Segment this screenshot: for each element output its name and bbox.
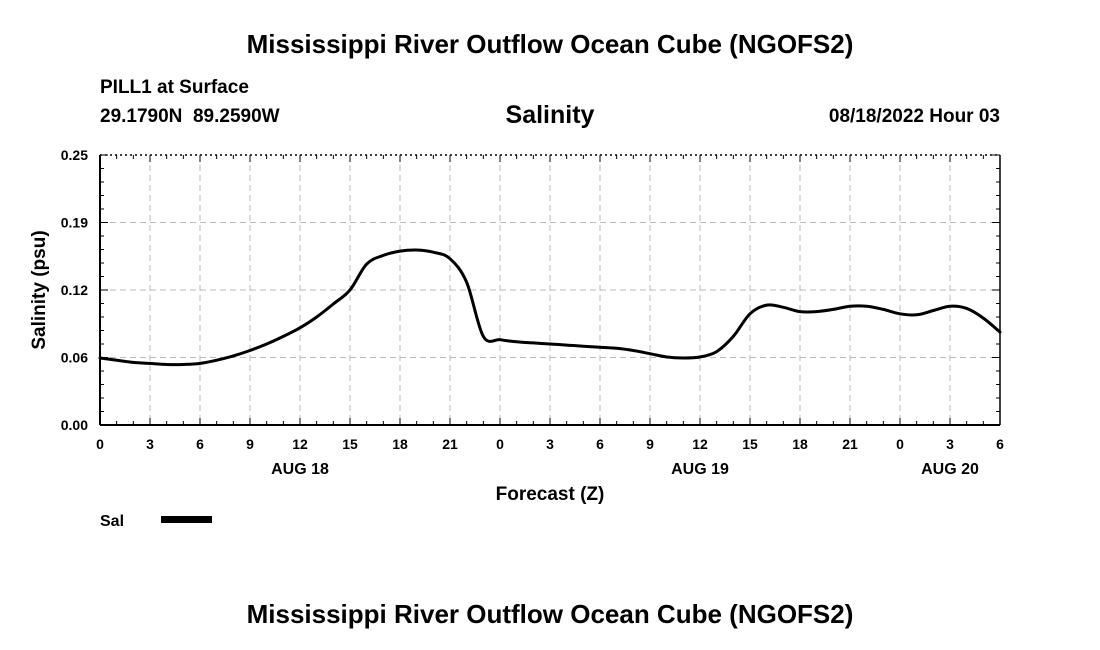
series-line-sal bbox=[98, 248, 1002, 367]
x-tick-label: 15 bbox=[342, 436, 358, 452]
legend-swatch bbox=[161, 516, 212, 523]
x-tick-label: 9 bbox=[246, 436, 254, 452]
datetime-label: 08/18/2022 Hour 03 bbox=[828, 106, 1000, 127]
x-tick-label: 3 bbox=[946, 436, 954, 452]
legend-label: Sal bbox=[100, 513, 124, 530]
salinity-chart: 0.00 0.06 0.12 0.19 0.25 0 3 6 9 12 15 18 21 0 3 6 9 12 15… bbox=[29, 147, 1004, 530]
y-tick-label: 0.19 bbox=[61, 215, 88, 231]
x-tick-label: 6 bbox=[996, 436, 1004, 452]
x-tick-label: 3 bbox=[546, 436, 554, 452]
x-tick-label: 12 bbox=[692, 436, 708, 452]
x-axis-label: Forecast (Z) bbox=[496, 484, 605, 505]
date-label: AUG 20 bbox=[921, 461, 979, 478]
date-label: AUG 19 bbox=[671, 461, 729, 478]
x-tick-label: 21 bbox=[842, 436, 858, 452]
x-tick-label: 15 bbox=[742, 436, 758, 452]
x-tick-label: 3 bbox=[146, 436, 154, 452]
main-title: Mississippi River Outflow Ocean Cube (NG… bbox=[246, 29, 854, 59]
x-tick-label: 18 bbox=[392, 436, 408, 452]
x-tick-label: 21 bbox=[442, 436, 458, 452]
x-tick-label: 18 bbox=[792, 436, 808, 452]
x-tick-label: 12 bbox=[292, 436, 308, 452]
x-tick-label: 0 bbox=[896, 436, 904, 452]
x-tick-label: 6 bbox=[196, 436, 204, 452]
chart-title: Salinity bbox=[505, 101, 595, 129]
y-axis-label: Salinity (psu) bbox=[29, 230, 50, 349]
y-tick-label: 0.06 bbox=[61, 350, 88, 366]
footer-title: Mississippi River Outflow Ocean Cube (NG… bbox=[246, 599, 854, 629]
tick-labels: 0.00 0.06 0.12 0.19 0.25 0 3 6 9 12 15 18 21 0 3 6 9 12 15… bbox=[61, 147, 1004, 478]
grid-lines bbox=[100, 155, 1000, 425]
y-tick-label: 0.00 bbox=[61, 417, 88, 433]
date-label: AUG 18 bbox=[271, 461, 329, 478]
y-tick-label: 0.12 bbox=[61, 282, 88, 298]
y-tick-label: 0.25 bbox=[61, 147, 88, 163]
x-tick-label: 0 bbox=[96, 436, 104, 452]
coordinates-label: 29.1790N 89.2590W bbox=[100, 106, 280, 127]
x-tick-label: 0 bbox=[496, 436, 504, 452]
x-tick-label: 6 bbox=[596, 436, 604, 452]
axes bbox=[99, 154, 1001, 426]
x-tick-label: 9 bbox=[646, 436, 654, 452]
station-label: PILL1 at Surface bbox=[100, 77, 249, 98]
